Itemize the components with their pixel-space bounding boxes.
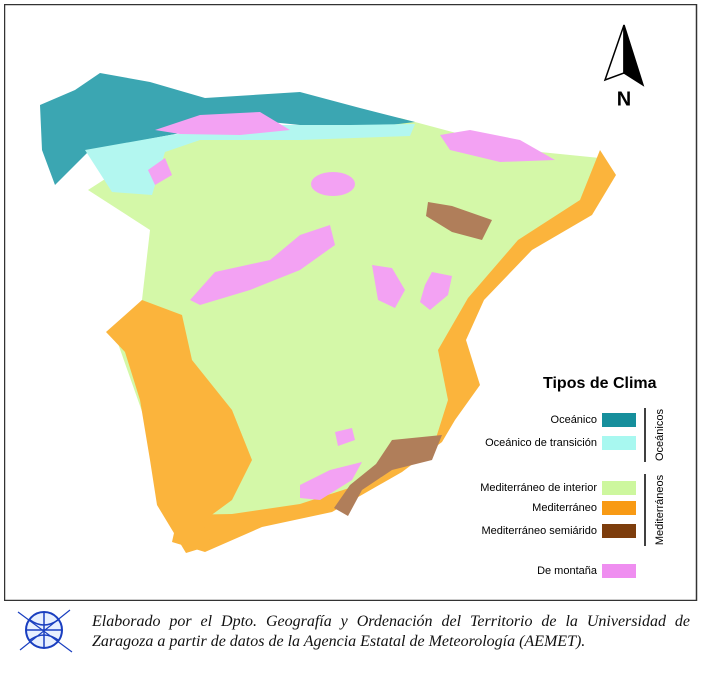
legend-label: Oceánico (551, 414, 597, 426)
region-mountain (148, 112, 555, 500)
map-regions (40, 73, 616, 553)
legend-label: Oceánico de transición (485, 437, 597, 449)
legend-swatch (602, 564, 636, 578)
legend: Tipos de Clima Oceánico Oceánico de trans… (480, 375, 666, 578)
legend-title: Tipos de Clima (543, 375, 657, 392)
region-semiarid (334, 435, 442, 516)
legend-swatch (602, 436, 636, 450)
group-label: Oceánicos (654, 409, 666, 461)
region-transition (85, 124, 415, 195)
region-semiarid (426, 202, 492, 240)
legend-swatch (602, 501, 636, 515)
legend-label: Mediterráneo (532, 502, 597, 514)
legend-swatch (602, 481, 636, 495)
logo (17, 609, 73, 653)
legend-label: Mediterráneo de interior (480, 482, 597, 494)
caption: Elaborado por el Dpto. Geografía y Orden… (92, 613, 690, 650)
north-arrow: N (603, 24, 645, 110)
region-oceanic (40, 73, 415, 185)
region-mediterranean (172, 150, 616, 552)
legend-label: De montaña (537, 565, 598, 577)
group-label: Mediterráneos (654, 474, 666, 545)
region-mediterranean (106, 300, 252, 553)
legend-swatch (602, 413, 636, 427)
legend-swatch (602, 524, 636, 538)
legend-label: Mediterráneo semiárido (481, 525, 597, 537)
north-label: N (617, 88, 631, 110)
map: N Tipos de Clima Oceánico Oceánico de tra… (4, 4, 698, 601)
